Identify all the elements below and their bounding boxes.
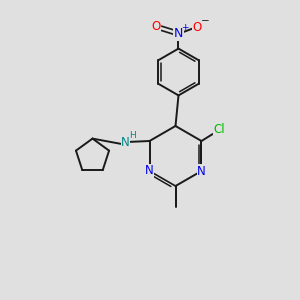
Text: H: H — [129, 131, 136, 140]
Text: N: N — [197, 164, 206, 178]
Text: Cl: Cl — [214, 122, 225, 136]
Text: N: N — [145, 164, 154, 178]
Text: +: + — [181, 22, 189, 32]
Text: O: O — [151, 20, 160, 33]
Text: N: N — [174, 27, 183, 40]
Text: −: − — [201, 16, 210, 26]
Text: O: O — [193, 20, 202, 34]
Text: N: N — [121, 136, 130, 149]
